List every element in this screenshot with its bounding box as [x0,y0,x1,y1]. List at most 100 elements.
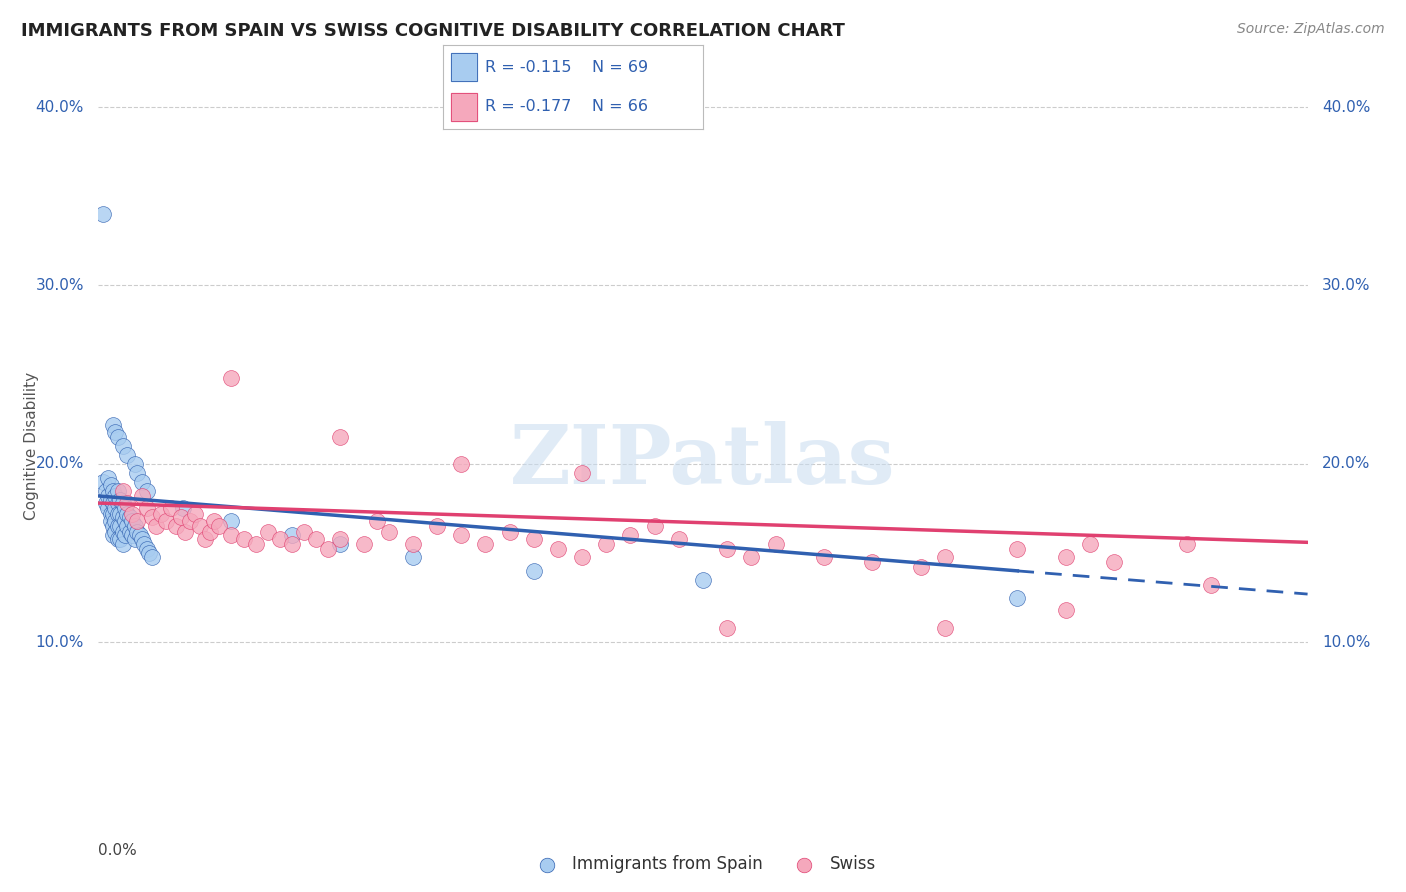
Point [188,519,211,533]
Point [121,528,143,542]
Point [547,542,569,557]
Point [138,546,160,560]
Point [221,528,243,542]
Point [107,507,129,521]
Legend: Immigrants from Spain, Swiss: Immigrants from Spain, Swiss [523,848,883,880]
Text: 20.0%: 20.0% [1322,457,1371,471]
Point [124,532,146,546]
Point [1007,591,1029,605]
Point [121,507,143,521]
Point [232,532,254,546]
Point [128,528,150,542]
Point [114,514,136,528]
Point [281,537,304,551]
Point [329,532,352,546]
Point [221,514,243,528]
Point [107,430,129,444]
Point [114,528,136,542]
Point [1054,549,1077,564]
Point [131,489,153,503]
Point [101,483,124,498]
Point [194,532,217,546]
Point [94,483,117,498]
Text: 0.0%: 0.0% [98,843,138,858]
Point [377,524,399,539]
Point [150,507,173,521]
Point [101,496,124,510]
Point [179,514,201,528]
Point [107,496,129,510]
Point [716,621,738,635]
Point [208,519,231,533]
Point [104,501,127,516]
Point [402,537,425,551]
Point [117,507,139,521]
Point [131,532,153,546]
Text: IMMIGRANTS FROM SPAIN VS SWISS COGNITIVE DISABILITY CORRELATION CHART: IMMIGRANTS FROM SPAIN VS SWISS COGNITIVE… [21,22,845,40]
Point [305,532,328,546]
Point [402,549,425,564]
Point [101,507,124,521]
Point [91,207,114,221]
Point [104,425,127,439]
Point [117,448,139,462]
Text: 30.0%: 30.0% [35,278,84,293]
Point [101,519,124,533]
Point [498,524,520,539]
Point [108,492,131,507]
Point [134,537,156,551]
Text: 10.0%: 10.0% [1322,635,1371,649]
Point [198,524,221,539]
Point [813,549,835,564]
Point [1007,542,1029,557]
Point [366,514,388,528]
Point [155,514,177,528]
Point [450,528,472,542]
Point [571,549,593,564]
Point [716,542,738,557]
Point [107,483,129,498]
Point [426,519,449,533]
Point [97,471,120,485]
Point [127,514,149,528]
Point [172,501,194,516]
Point [221,371,243,385]
Point [692,573,714,587]
Point [269,532,291,546]
Point [100,478,122,492]
Point [118,524,141,539]
Text: 40.0%: 40.0% [35,100,84,114]
Point [108,532,131,546]
Point [97,489,120,503]
Text: R = -0.177    N = 66: R = -0.177 N = 66 [485,98,648,113]
Point [104,489,127,503]
Point [124,519,146,533]
Point [523,532,546,546]
Point [353,537,375,551]
Text: R = -0.115    N = 69: R = -0.115 N = 69 [485,60,648,75]
Point [292,524,315,539]
Point [1054,603,1077,617]
Point [94,496,117,510]
Text: 40.0%: 40.0% [1322,100,1371,114]
Point [118,510,141,524]
Point [111,510,134,524]
Point [316,542,339,557]
Point [107,519,129,533]
Text: Cognitive Disability: Cognitive Disability [24,372,39,520]
Point [934,621,956,635]
Point [124,457,146,471]
Point [860,555,883,569]
Point [910,560,932,574]
Point [101,528,124,542]
Point [668,532,690,546]
Text: 20.0%: 20.0% [35,457,84,471]
Point [474,537,496,551]
Point [184,507,207,521]
Point [100,514,122,528]
Point [141,549,163,564]
Point [1102,555,1125,569]
Point [91,475,114,489]
Point [1175,537,1198,551]
Point [765,537,787,551]
